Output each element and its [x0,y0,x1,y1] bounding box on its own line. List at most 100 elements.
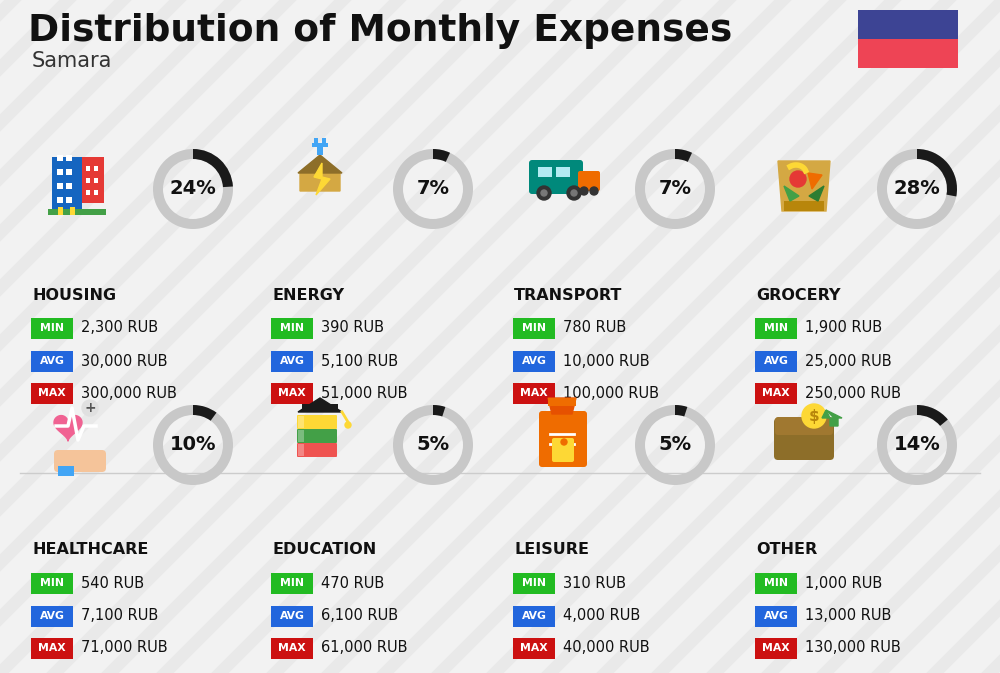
FancyBboxPatch shape [552,438,574,462]
FancyBboxPatch shape [57,155,63,161]
FancyBboxPatch shape [312,143,328,147]
FancyBboxPatch shape [548,398,576,406]
FancyBboxPatch shape [31,351,73,371]
FancyBboxPatch shape [513,606,555,627]
FancyBboxPatch shape [271,637,313,658]
FancyBboxPatch shape [314,138,318,143]
Text: 7%: 7% [416,180,450,199]
Text: MAX: MAX [278,643,306,653]
Text: AVG: AVG [40,611,64,621]
Text: $: $ [809,409,819,423]
FancyBboxPatch shape [271,382,313,404]
Text: 100,000 RUB: 100,000 RUB [563,386,659,400]
Text: 390 RUB: 390 RUB [321,320,384,336]
Wedge shape [877,405,957,485]
Text: 51,000 RUB: 51,000 RUB [321,386,408,400]
Wedge shape [433,405,445,417]
FancyBboxPatch shape [775,417,833,435]
FancyBboxPatch shape [31,382,73,404]
FancyBboxPatch shape [755,637,797,658]
Text: MIN: MIN [280,578,304,588]
Circle shape [802,404,826,428]
Text: ENERGY: ENERGY [272,287,344,302]
FancyBboxPatch shape [66,169,72,175]
FancyBboxPatch shape [513,637,555,658]
Text: +: + [84,401,96,415]
Text: 7,100 RUB: 7,100 RUB [81,608,158,623]
FancyBboxPatch shape [513,318,555,339]
FancyBboxPatch shape [31,318,73,339]
Circle shape [541,190,547,196]
FancyBboxPatch shape [755,351,797,371]
Text: AVG: AVG [522,611,546,621]
Text: MAX: MAX [38,388,66,398]
Text: MAX: MAX [520,388,548,398]
FancyBboxPatch shape [529,160,583,194]
FancyBboxPatch shape [539,411,587,467]
Text: 5%: 5% [658,435,692,454]
Circle shape [537,186,551,200]
FancyBboxPatch shape [755,382,797,404]
Polygon shape [778,161,830,211]
Text: 14%: 14% [894,435,940,454]
FancyBboxPatch shape [57,183,63,189]
Text: 10%: 10% [170,435,216,454]
FancyBboxPatch shape [57,197,63,203]
Text: MIN: MIN [522,578,546,588]
Circle shape [567,186,581,200]
Circle shape [82,400,98,416]
Text: GROCERY: GROCERY [756,287,840,302]
Text: 1,900 RUB: 1,900 RUB [805,320,882,336]
FancyBboxPatch shape [31,637,73,658]
FancyBboxPatch shape [755,606,797,627]
Text: MIN: MIN [280,323,304,333]
FancyBboxPatch shape [271,318,313,339]
Text: 7%: 7% [658,180,692,199]
Text: AVG: AVG [40,356,64,366]
FancyBboxPatch shape [271,573,313,594]
Wedge shape [193,149,233,187]
FancyBboxPatch shape [297,415,337,429]
FancyBboxPatch shape [858,10,958,39]
Circle shape [571,190,577,196]
Text: 1,000 RUB: 1,000 RUB [805,575,882,590]
Text: 310 RUB: 310 RUB [563,575,626,590]
FancyBboxPatch shape [57,169,63,175]
Text: AVG: AVG [522,356,546,366]
Text: Samara: Samara [32,51,112,71]
FancyBboxPatch shape [513,351,555,371]
Polygon shape [784,186,799,201]
Polygon shape [808,173,822,189]
FancyBboxPatch shape [578,171,600,191]
Text: LEISURE: LEISURE [514,542,589,557]
Text: 300,000 RUB: 300,000 RUB [81,386,177,400]
Wedge shape [917,405,948,426]
Circle shape [345,422,351,428]
FancyBboxPatch shape [86,178,90,183]
Text: 130,000 RUB: 130,000 RUB [805,641,901,656]
Text: 4,000 RUB: 4,000 RUB [563,608,640,623]
Wedge shape [393,149,473,229]
Text: 2,300 RUB: 2,300 RUB [81,320,158,336]
FancyBboxPatch shape [31,606,73,627]
Wedge shape [675,405,687,417]
Text: Distribution of Monthly Expenses: Distribution of Monthly Expenses [28,13,732,49]
Polygon shape [826,410,842,426]
FancyBboxPatch shape [858,39,958,68]
Polygon shape [809,186,824,201]
Text: AVG: AVG [764,356,788,366]
Text: MAX: MAX [38,643,66,653]
Text: MIN: MIN [40,323,64,333]
FancyBboxPatch shape [317,147,323,155]
Text: TRANSPORT: TRANSPORT [514,287,622,302]
Text: 71,000 RUB: 71,000 RUB [81,641,168,656]
FancyBboxPatch shape [94,190,98,195]
Text: HEALTHCARE: HEALTHCARE [32,542,148,557]
Text: MIN: MIN [40,578,64,588]
Text: AVG: AVG [764,611,788,621]
FancyBboxPatch shape [31,573,73,594]
Wedge shape [917,149,957,197]
Text: MIN: MIN [764,323,788,333]
Text: HOUSING: HOUSING [32,287,116,302]
Polygon shape [298,155,342,173]
